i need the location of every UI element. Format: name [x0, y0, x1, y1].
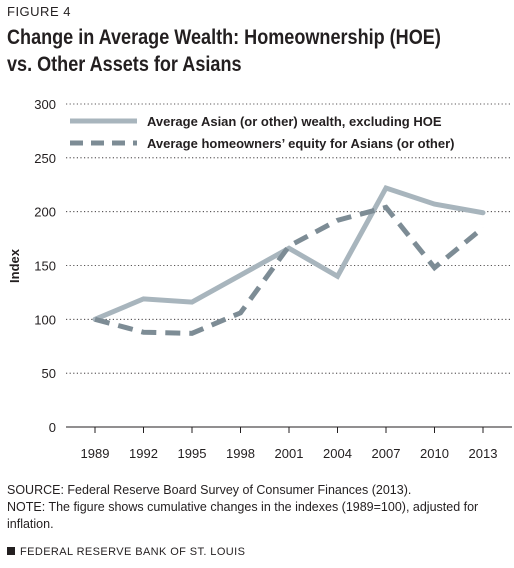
- y-tick-label: 0: [49, 420, 56, 435]
- x-tick-label: 2010: [420, 446, 449, 461]
- y-tick-label: 300: [34, 97, 56, 112]
- footer: FEDERAL RESERVE BANK OF ST. LOUIS: [7, 546, 245, 558]
- y-tick-label: 250: [34, 151, 56, 166]
- chart-notes: SOURCE: Federal Reserve Board Survey of …: [7, 482, 507, 533]
- x-tick-label: 2007: [372, 446, 401, 461]
- x-tick-label: 1998: [226, 446, 255, 461]
- figure-label: FIGURE 4: [7, 4, 71, 19]
- x-tick-label: 1995: [178, 446, 207, 461]
- y-axis-label: Index: [7, 248, 22, 283]
- series-line-2: [94, 204, 485, 336]
- source-note: SOURCE: Federal Reserve Board Survey of …: [7, 483, 412, 497]
- y-tick-label: 200: [34, 205, 56, 220]
- x-tick-label: 2001: [275, 446, 304, 461]
- y-tick-label: 50: [42, 366, 56, 381]
- series-line-1: [92, 184, 486, 322]
- legend-label-2: Average homeowners’ equity for Asians (o…: [147, 136, 455, 151]
- method-note: NOTE: The figure shows cumulative change…: [7, 500, 479, 531]
- legend-label-1: Average Asian (or other) wealth, excludi…: [147, 114, 442, 129]
- footer-text: FEDERAL RESERVE BANK OF ST. LOUIS: [20, 546, 246, 558]
- x-tick-label: 2013: [469, 446, 498, 461]
- x-tick-label: 2004: [323, 446, 352, 461]
- x-tick-label: 1989: [81, 446, 110, 461]
- line-chart: 0 50 100 150 200 250 300 Index 1989 1992 1995 1998 2…: [7, 97, 512, 461]
- chart-title-line-2: vs. Other Assets for Asians: [7, 53, 242, 76]
- footer-square-icon: [7, 547, 15, 555]
- y-tick-label: 100: [34, 312, 56, 327]
- chart-title: Change in Average Wealth: Homeownership …: [7, 24, 441, 78]
- y-tick-label: 150: [34, 259, 56, 274]
- chart-title-line-1: Change in Average Wealth: Homeownership …: [7, 26, 441, 49]
- x-tick-label: 1992: [129, 446, 158, 461]
